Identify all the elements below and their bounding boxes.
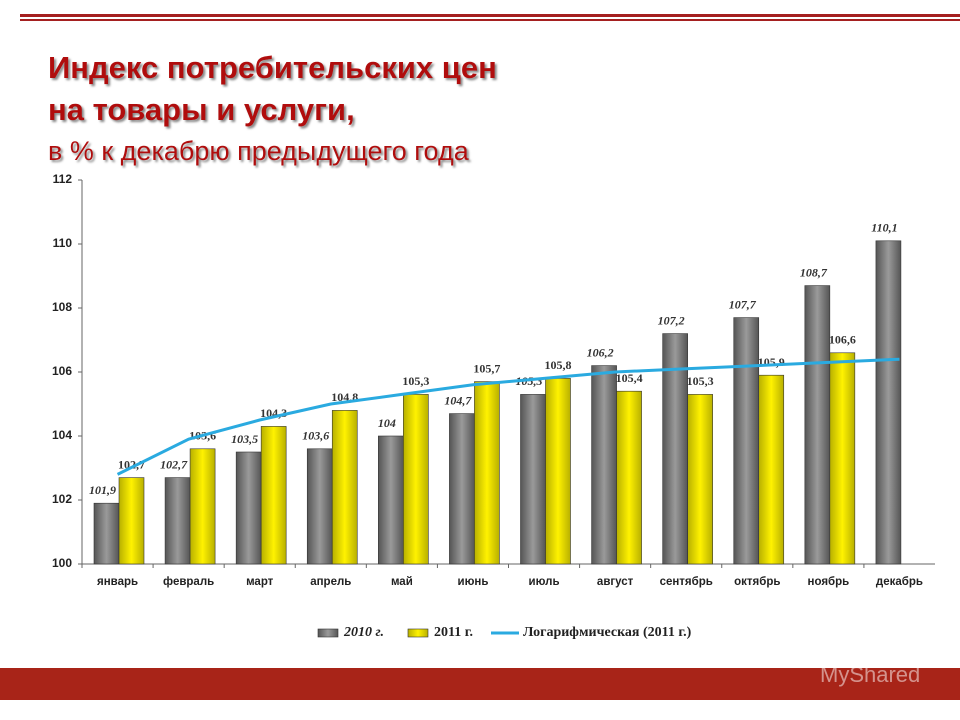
legend-swatch: [407, 628, 429, 638]
data-label: 105,3: [402, 374, 429, 388]
y-tick-label: 110: [53, 236, 73, 250]
bar: [118, 477, 145, 565]
data-label: 105,4: [616, 371, 643, 385]
bar: [733, 317, 760, 565]
y-tick-label: 100: [52, 556, 72, 570]
bottom-band: [0, 668, 960, 700]
legend-label: 2011 г.: [434, 625, 473, 640]
data-label: 103,5: [231, 432, 258, 446]
x-tick-label: декабрь: [876, 576, 923, 588]
bar: [829, 352, 856, 565]
legend-label: Логарифмическая (2011 г.): [523, 625, 692, 640]
data-label: 108,7: [800, 265, 828, 279]
y-tick-label: 104: [52, 428, 72, 442]
bar: [804, 285, 831, 565]
bar: [662, 333, 688, 565]
legend-swatch: [317, 628, 339, 638]
x-tick-label: март: [246, 576, 274, 588]
subtitle: в % к декабрю предыдущего года: [48, 136, 470, 166]
x-tick-label: февраль: [163, 576, 214, 588]
data-label: 106,6: [829, 333, 856, 347]
data-label: 106,2: [587, 345, 614, 359]
x-tick-label: май: [391, 576, 413, 588]
bar: [306, 448, 333, 565]
bar: [875, 240, 902, 565]
data-label: 101,9: [89, 483, 116, 497]
data-label: 104: [378, 416, 396, 430]
bar: [687, 394, 713, 565]
bar: [616, 390, 642, 565]
legend-label: 2010 г.: [343, 625, 384, 640]
bar: [378, 435, 404, 565]
bar: [164, 477, 191, 565]
data-label: 107,2: [658, 313, 685, 327]
data-label: 104,7: [444, 393, 472, 407]
y-tick-label: 112: [53, 172, 73, 186]
x-tick-label: сентябрь: [660, 576, 713, 588]
bar: [189, 448, 216, 565]
data-label: 107,7: [729, 297, 757, 311]
data-label: 110,1: [871, 221, 897, 235]
data-label: 103,6: [302, 429, 329, 443]
x-tick-label: июль: [529, 576, 560, 588]
title-line: Индекс потребительских цен: [48, 50, 497, 85]
data-label: 105,8: [545, 358, 572, 372]
data-label: 102,7: [118, 457, 145, 471]
x-tick-label: апрель: [310, 576, 351, 588]
top-stripe: [20, 14, 960, 21]
bar: [545, 378, 571, 565]
bar: [520, 394, 546, 565]
bar: [93, 502, 120, 565]
x-tick-label: октябрь: [734, 576, 780, 588]
data-label: 102,7: [160, 457, 188, 471]
bar: [591, 365, 617, 565]
x-tick-label: ноябрь: [808, 576, 850, 588]
bar: [474, 381, 500, 565]
bar: [403, 394, 429, 565]
watermark: MyShared: [820, 662, 920, 687]
y-tick-label: 108: [52, 300, 72, 314]
bar: [758, 374, 785, 565]
bar: [331, 410, 358, 565]
x-tick-label: август: [597, 576, 634, 588]
x-tick-label: июнь: [458, 576, 489, 588]
bar: [260, 426, 287, 565]
y-tick-label: 102: [52, 492, 72, 506]
trend-line: [116, 357, 900, 476]
data-label: 105,7: [473, 361, 500, 375]
bar: [449, 413, 475, 565]
y-tick-label: 106: [52, 364, 72, 378]
bar: [235, 451, 262, 565]
data-label: 105,3: [687, 374, 714, 388]
title-line: на товары и услуги,: [48, 92, 355, 127]
x-tick-label: январь: [97, 576, 138, 588]
